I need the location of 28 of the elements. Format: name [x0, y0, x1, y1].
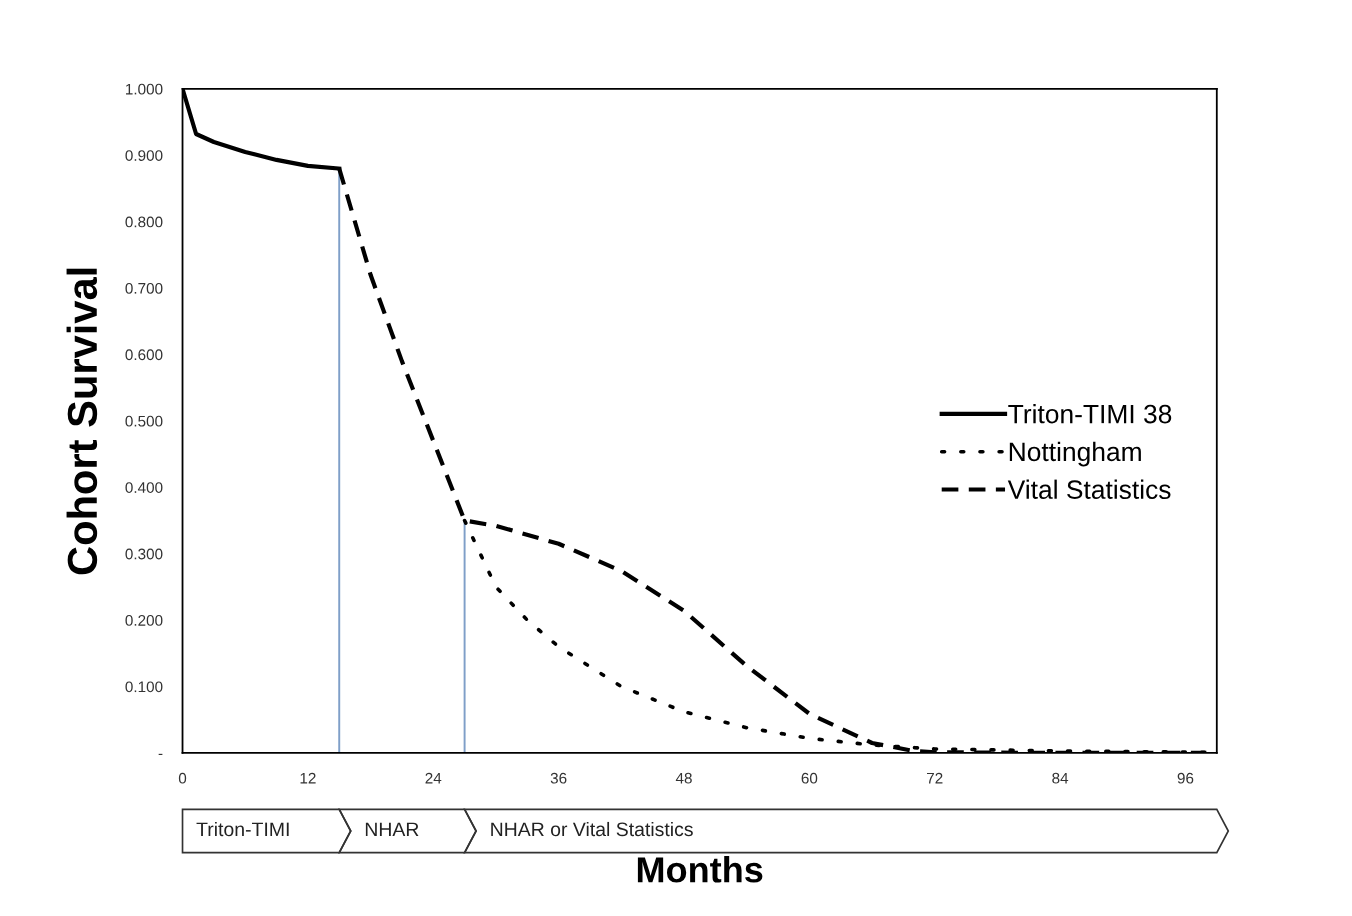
x-tick-label: 48 — [675, 772, 692, 784]
x-tick-label: 24 — [425, 772, 442, 784]
text: NHAR or Vital Statistics — [491, 821, 693, 837]
y-tick-label: - — [158, 753, 163, 756]
legend-label: Nottingham — [1009, 441, 1141, 467]
y-tick-label: 1.000 — [126, 83, 163, 95]
x-tick-label: 12 — [300, 772, 316, 784]
y-tick-label: 0.400 — [125, 482, 163, 493]
y-axis-title: Cohort Survival — [66, 268, 98, 575]
legend-label: Vital Statistics — [1007, 479, 1171, 499]
x-axis-title: Months — [637, 856, 763, 883]
x-tick-label: 36 — [550, 772, 567, 784]
y-tick-label: 0.600 — [125, 349, 163, 361]
x-tick-label: 72 — [927, 772, 943, 784]
x-tick-label: 96 — [1177, 772, 1194, 784]
text: NHAR — [365, 822, 419, 837]
y-tick-label: 0.500 — [125, 415, 163, 427]
y-tick-label: 0.900 — [125, 150, 163, 161]
y-tick-label: 0.200 — [125, 615, 163, 626]
x-tick-label: 84 — [1052, 772, 1069, 784]
x-tick-label: 0 — [178, 772, 187, 784]
x-tick-label: 60 — [801, 772, 818, 784]
y-tick-label: 0.800 — [125, 216, 163, 228]
text: Triton-TIMI — [196, 821, 289, 837]
legend-label: Triton-TIMI 38 — [1008, 404, 1172, 424]
y-tick-label: 0.700 — [125, 282, 163, 294]
y-tick-label: 0.100 — [125, 681, 163, 693]
y-tick-label: 0.300 — [125, 548, 163, 560]
